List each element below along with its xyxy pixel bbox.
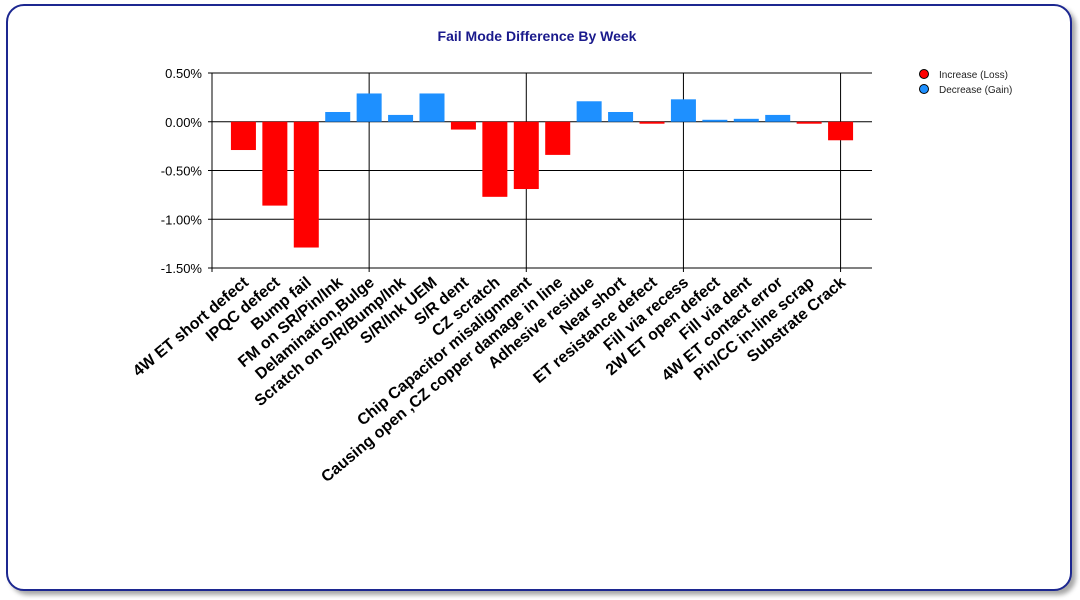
legend-marker-2	[919, 84, 929, 94]
bar-6	[388, 114, 414, 122]
legend-label-2: Decrease (Gain)	[939, 85, 1012, 96]
bar-8	[450, 121, 476, 130]
bar-20	[828, 121, 854, 141]
legend-marker-1	[919, 69, 929, 79]
plot-area: 0.50%0.00%-0.50%-1.00%-1.50%4W ET short …	[130, 66, 872, 486]
bar-12	[576, 101, 602, 122]
bar-2	[262, 121, 288, 206]
bar-17	[733, 118, 759, 122]
bar-14	[639, 121, 665, 124]
y-tick-label: -1.50%	[161, 261, 203, 276]
bar-1	[230, 121, 256, 151]
bar-11	[545, 121, 571, 155]
y-tick-label: 0.50%	[165, 66, 202, 81]
bar-15	[670, 99, 696, 122]
y-tick-label: 0.00%	[165, 115, 202, 130]
chart-frame	[6, 4, 1072, 591]
legend: Increase (Loss) Decrease (Gain)	[919, 69, 1012, 96]
bar-10	[513, 121, 539, 190]
bar-4	[325, 112, 351, 122]
bar-19	[796, 121, 822, 124]
bar-9	[482, 121, 508, 197]
bar-18	[765, 114, 791, 122]
y-tick-label: -1.00%	[161, 212, 203, 227]
bar-13	[608, 112, 634, 122]
bar-7	[419, 93, 445, 122]
bar-5	[356, 93, 382, 122]
y-tick-label: -0.50%	[161, 164, 203, 179]
chart-title: Fail Mode Difference By Week	[438, 28, 637, 44]
legend-label-1: Increase (Loss)	[939, 70, 1008, 81]
bar-3	[293, 121, 319, 248]
bar-16	[702, 119, 728, 122]
